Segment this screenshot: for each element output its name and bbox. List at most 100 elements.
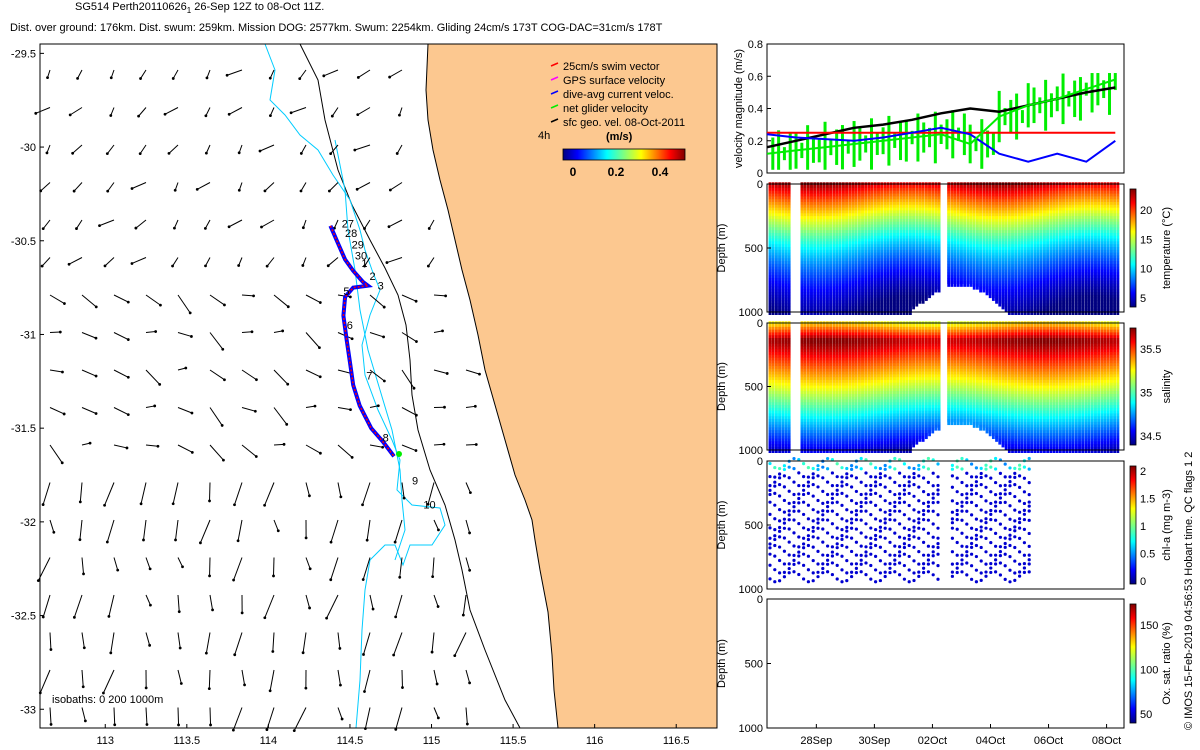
geo-velocity-arrowhead: [339, 683, 342, 687]
geo-velocity-arrow: [305, 405, 316, 408]
geo-velocity-arrow: [401, 332, 417, 342]
geo-velocity-arrow: [330, 557, 339, 580]
geo-velocity-arrowhead: [149, 603, 152, 607]
geo-velocity-arrowhead: [387, 225, 391, 229]
profile-sample: [912, 303, 915, 310]
geo-velocity-arrowhead: [371, 607, 375, 611]
geo-velocity-arrowhead: [103, 264, 107, 268]
geo-velocity-arrowhead: [205, 76, 209, 80]
geo-velocity-arrow: [433, 294, 446, 297]
geo-velocity-arrowhead: [63, 302, 66, 305]
geo-velocity-arrowhead: [208, 499, 211, 503]
geo-velocity-arrow: [49, 519, 55, 533]
legend-swatch: [550, 76, 559, 81]
geo-velocity-arrow: [266, 257, 275, 267]
geo-velocity-arrowhead: [263, 616, 267, 620]
profile-sample: [998, 300, 1002, 307]
geo-velocity-arrowhead: [318, 375, 322, 379]
geo-velocity-arrow: [106, 144, 115, 154]
geo-velocity-arrow: [427, 257, 435, 267]
geo-velocity-arrow: [81, 407, 97, 414]
profile-sample: [1004, 306, 1008, 313]
geo-velocity-arrowhead: [426, 502, 430, 506]
geo-velocity-arrow: [72, 144, 83, 154]
geo-velocity-arrow: [175, 519, 179, 541]
geo-velocity-arrow: [177, 632, 181, 649]
velocity-ytick-label: 0.6: [748, 71, 763, 83]
geo-velocity-arrow: [81, 557, 85, 574]
geo-velocity-arrowhead: [72, 189, 76, 193]
geo-velocity-arrow: [49, 707, 52, 725]
map-x-ticks: 113 113.5 114 114.5 115 115.5 116 116.5: [96, 724, 690, 747]
colorbar-title: (m/s): [606, 131, 633, 143]
geo-velocity-arrow: [401, 482, 405, 499]
geo-velocity-arrow: [145, 331, 156, 333]
geo-velocity-arrow: [358, 69, 371, 78]
geo-velocity-arrow: [81, 632, 85, 648]
geo-velocity-arrowhead: [220, 424, 224, 427]
geo-velocity-arrowhead: [126, 413, 130, 417]
geo-velocity-arrowhead: [158, 382, 162, 386]
geo-velocity-arrowhead: [221, 347, 225, 351]
geo-velocity-arrowhead: [350, 337, 354, 341]
geo-velocity-arrowhead: [78, 538, 82, 542]
geo-velocity-arrow: [68, 257, 83, 265]
geo-velocity-arrowhead: [392, 653, 396, 657]
geo-velocity-arrowhead: [177, 610, 181, 614]
geo-velocity-arrowhead: [388, 75, 392, 79]
geo-velocity-arrow: [209, 707, 212, 725]
geo-velocity-arrowhead: [81, 685, 85, 689]
geo-velocity-arrow: [465, 369, 480, 375]
profile-sample: [931, 289, 935, 296]
geo-velocity-arrowhead: [445, 372, 449, 375]
geo-velocity-arrowhead: [46, 76, 49, 80]
geo-velocity-arrow: [390, 182, 403, 191]
colorbar-tick-1: 0.2: [608, 165, 625, 179]
geo-velocity-arrow: [206, 69, 211, 79]
geo-velocity-arrow: [364, 707, 371, 729]
geo-velocity-arrow: [241, 369, 257, 381]
geo-velocity-arrow: [305, 594, 311, 609]
geo-velocity-arrow: [107, 182, 115, 192]
geo-velocity-arrow: [131, 257, 147, 264]
legend-4h-label: 4h: [538, 130, 550, 142]
geo-velocity-arrowhead: [437, 528, 440, 532]
geo-velocity-arrow: [433, 707, 439, 719]
geo-velocity-arrow: [40, 182, 51, 192]
geo-velocity-arrow: [337, 407, 351, 411]
geo-velocity-arrowhead: [285, 422, 289, 426]
geo-velocity-arrow: [209, 294, 225, 306]
profile-sample: [960, 280, 963, 287]
geo-velocity-arrow: [140, 69, 147, 79]
geo-velocity-arrow: [362, 557, 371, 580]
geo-velocity-arrow: [49, 407, 65, 415]
geo-velocity-arrow: [259, 144, 275, 152]
geo-velocity-arrow: [329, 182, 339, 192]
geo-velocity-arrowhead: [431, 575, 435, 579]
geo-velocity-arrowhead: [308, 606, 311, 610]
geo-velocity-arrowhead: [145, 723, 149, 726]
geo-velocity-arrowhead: [144, 686, 148, 690]
geo-velocity-arrowhead: [250, 330, 254, 334]
geo-velocity-arrow: [433, 594, 439, 607]
geo-velocity-arrow: [81, 669, 84, 687]
geo-velocity-arrow: [357, 107, 371, 116]
geo-velocity-arrow: [145, 707, 148, 725]
geo-velocity-arrow: [110, 107, 115, 116]
geo-velocity-arrow: [232, 707, 243, 731]
geo-velocity-arrowhead: [49, 648, 53, 651]
geo-velocity-arrowhead: [301, 226, 305, 230]
geo-velocity-arrow: [427, 482, 435, 505]
profile-sample: [988, 292, 992, 299]
geo-velocity-arrow: [369, 594, 374, 610]
map-xtick-label: 115: [423, 735, 441, 747]
geo-velocity-arrowhead: [109, 76, 113, 80]
track-day-label: 27: [342, 219, 354, 231]
map-frame: [39, 43, 718, 729]
geo-velocity-arrow: [49, 294, 65, 304]
geo-velocity-arrow: [104, 257, 115, 267]
geo-velocity-arrowhead: [363, 690, 366, 693]
track-day-label: 28: [345, 228, 357, 240]
